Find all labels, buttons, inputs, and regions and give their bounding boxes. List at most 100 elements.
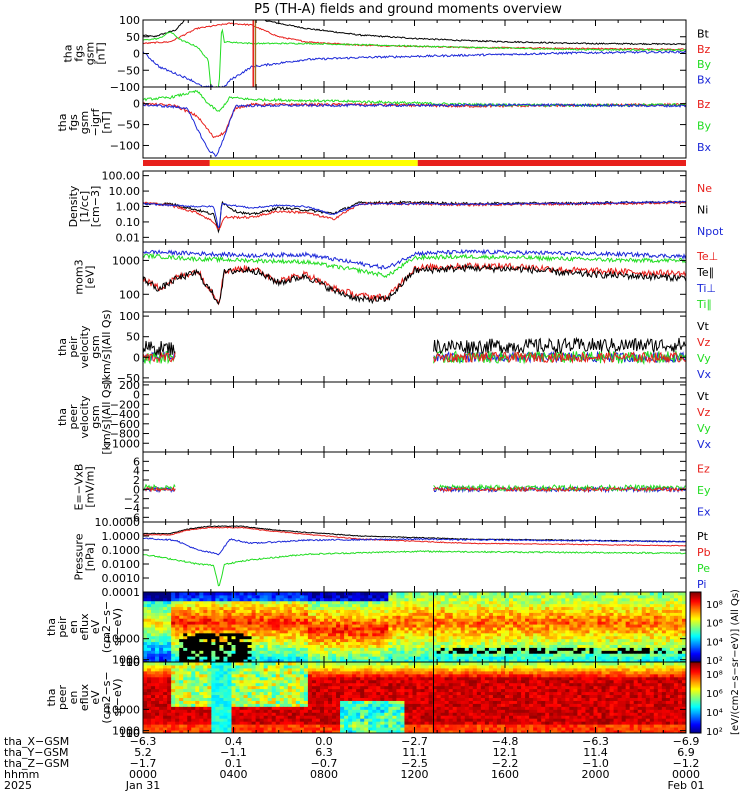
heatmap-cell — [251, 606, 257, 610]
heatmap-cell — [681, 659, 687, 663]
heatmap-cell — [328, 635, 333, 640]
heatmap-cell — [673, 594, 679, 599]
heatmap-cell — [380, 635, 385, 640]
heatmap-cell — [549, 615, 554, 619]
heatmap-cell — [336, 594, 341, 599]
heatmap-cell — [561, 600, 566, 605]
y-axis-label: [nT] — [100, 111, 113, 133]
heatmap-cell — [537, 629, 542, 634]
heatmap-cell — [199, 600, 204, 605]
heatmap-cell — [368, 592, 373, 596]
heatmap-cell — [155, 647, 160, 651]
heatmap-cell — [199, 615, 204, 619]
heatmap-cell — [464, 600, 470, 605]
heatmap-cell — [400, 653, 405, 657]
heatmap-cell — [569, 635, 574, 640]
heatmap-cell — [199, 606, 204, 610]
heatmap-cell — [143, 650, 148, 654]
heatmap-cell — [452, 641, 458, 645]
heatmap-cell — [223, 656, 228, 660]
heatmap-cell — [303, 650, 309, 654]
heatmap-cell — [537, 621, 542, 625]
heatmap-cell — [247, 606, 253, 610]
heatmap-cell — [223, 700, 228, 704]
heatmap-cell — [295, 638, 301, 643]
heatmap-cell — [299, 653, 305, 657]
y-tick-label: −1000 — [103, 437, 140, 450]
heatmap-cell — [653, 603, 659, 608]
heatmap-cell — [275, 621, 281, 625]
heatmap-cell — [143, 597, 148, 602]
heatmap-cell — [191, 676, 196, 681]
heatmap-cell — [303, 603, 309, 608]
heatmap-cell — [311, 650, 317, 654]
heatmap-cell — [275, 691, 281, 696]
heatmap-cell — [255, 697, 261, 701]
heatmap-cell — [179, 632, 184, 637]
heatmap-cell — [179, 691, 184, 696]
heatmap-cell — [336, 647, 341, 651]
heatmap-cell — [368, 615, 373, 619]
heatmap-cell — [167, 635, 172, 640]
heatmap-cell — [408, 615, 413, 619]
heatmap-cell — [283, 618, 289, 622]
heatmap-cell — [235, 603, 241, 608]
heatmap-cell — [263, 600, 269, 605]
heatmap-cell — [537, 627, 542, 631]
heatmap-cell — [147, 697, 152, 701]
heatmap-cell — [215, 647, 220, 651]
heatmap-cell — [649, 597, 655, 602]
heatmap-cell — [191, 703, 196, 707]
heatmap-cell — [412, 612, 418, 616]
heatmap-cell — [211, 700, 216, 704]
heatmap-cell — [404, 606, 409, 610]
heatmap-cell — [203, 706, 208, 710]
heatmap-cell — [223, 664, 228, 669]
heatmap-cell — [601, 612, 607, 616]
heatmap-cell — [171, 650, 176, 654]
heatmap-cell — [303, 606, 309, 610]
heatmap-cell — [384, 597, 389, 602]
heatmap-cell — [235, 691, 241, 696]
heatmap-cell — [255, 632, 261, 637]
heatmap-cell — [569, 597, 574, 602]
heatmap-cell — [617, 612, 623, 616]
heatmap-cell — [633, 627, 639, 631]
heatmap-cell — [291, 653, 297, 657]
heatmap-cell — [561, 594, 566, 599]
heatmap-cell — [167, 727, 172, 731]
heatmap-cell — [255, 718, 261, 722]
heatmap-cell — [243, 721, 249, 725]
heatmap-cell — [569, 609, 574, 613]
heatmap-cell — [259, 650, 265, 654]
heatmap-cell — [340, 659, 345, 663]
heatmap-cell — [291, 621, 297, 625]
heatmap-cell — [219, 682, 224, 687]
heatmap-cell — [147, 700, 152, 704]
heatmap-cell — [283, 685, 289, 690]
series-line-Ni — [143, 200, 686, 234]
heatmap-cell — [147, 656, 152, 660]
heatmap-cell — [175, 694, 180, 698]
heatmap-cell — [573, 603, 578, 608]
heatmap-cell — [175, 676, 180, 681]
heatmap-cell — [557, 600, 562, 605]
heatmap-cell — [275, 670, 281, 675]
heatmap-cell — [577, 656, 582, 660]
heatmap-cell — [275, 664, 281, 669]
heatmap-cell — [585, 618, 590, 622]
heatmap-cell — [211, 659, 216, 663]
heatmap-cell — [537, 606, 542, 610]
heatmap-cell — [159, 632, 164, 637]
heatmap-cell — [424, 627, 430, 631]
heatmap-cell — [283, 691, 289, 696]
heatmap-cell — [283, 697, 289, 701]
heatmap-cell — [227, 644, 232, 648]
heatmap-cell — [267, 691, 273, 696]
heatmap-cell — [267, 688, 273, 693]
heatmap-cell — [484, 594, 490, 599]
heatmap-cell — [436, 603, 442, 608]
heatmap-cell — [392, 627, 397, 631]
heatmap-cell — [211, 635, 216, 640]
heatmap-cell — [151, 670, 156, 675]
